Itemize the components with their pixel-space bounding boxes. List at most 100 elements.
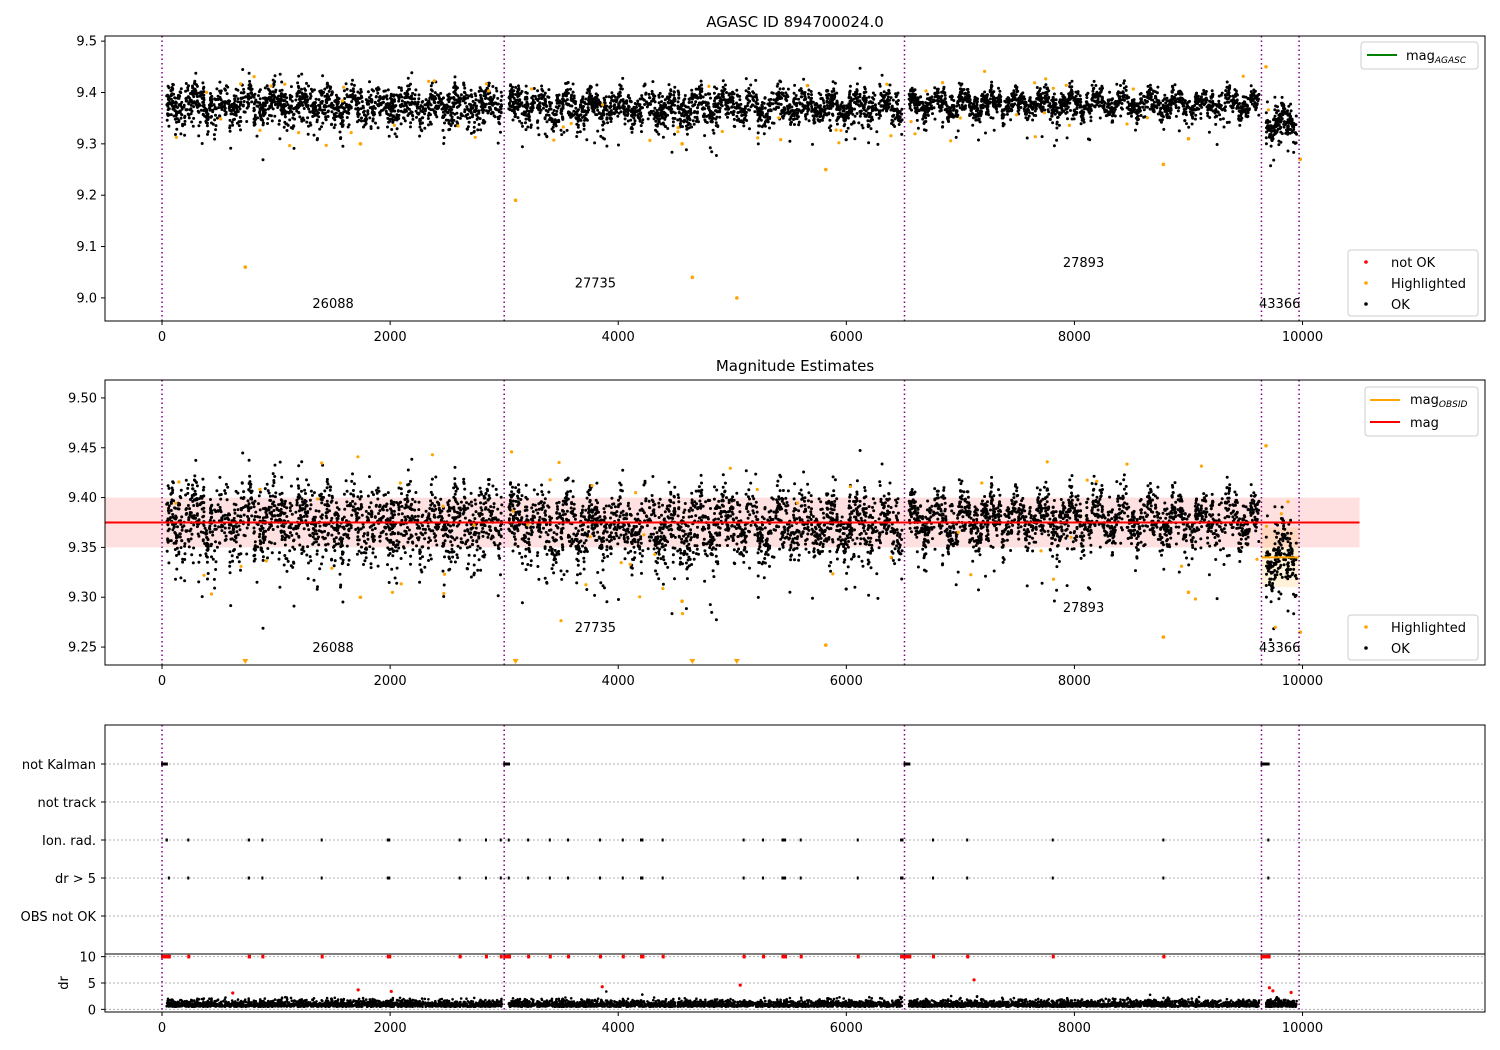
ok-point xyxy=(1031,118,1035,122)
ok-point xyxy=(467,120,471,124)
ok-point xyxy=(277,103,281,107)
ok-point xyxy=(193,82,197,86)
ok-point xyxy=(542,106,545,110)
ok-point xyxy=(385,112,389,115)
ok-point xyxy=(338,105,342,109)
ok-point xyxy=(776,93,780,97)
ok-point xyxy=(452,86,456,89)
ok-point xyxy=(214,128,218,132)
ok-point xyxy=(561,97,564,101)
ok-point xyxy=(1052,92,1056,96)
ok-point xyxy=(1051,96,1055,100)
ok-point xyxy=(896,91,900,95)
ok-point xyxy=(717,93,721,96)
ok-point xyxy=(693,110,697,113)
ok-point xyxy=(182,103,186,107)
ok-point xyxy=(780,91,784,95)
ok-point xyxy=(618,83,622,87)
ok-point xyxy=(226,85,230,89)
ok-point xyxy=(839,114,843,118)
ok-point xyxy=(933,99,936,103)
ok-point xyxy=(659,104,663,108)
ok-point xyxy=(191,124,195,128)
ok-point xyxy=(1174,114,1178,118)
ok-point xyxy=(1160,118,1164,122)
ok-point xyxy=(596,93,600,97)
ok-point xyxy=(263,86,267,90)
ok-point xyxy=(435,107,439,111)
ok-point xyxy=(210,94,214,98)
ok-point xyxy=(445,103,449,107)
ok-point xyxy=(896,109,900,113)
ok-point xyxy=(490,102,494,106)
ok-point xyxy=(857,121,861,125)
ok-point xyxy=(282,108,286,112)
ok-point xyxy=(337,97,341,101)
ok-point xyxy=(364,98,368,102)
ok-point xyxy=(852,120,856,124)
ok-point xyxy=(890,122,893,125)
ok-point xyxy=(399,104,402,107)
ok-point xyxy=(200,142,204,145)
ok-point xyxy=(718,109,722,113)
ok-point xyxy=(177,120,181,124)
ok-point xyxy=(1059,104,1063,108)
ok-point xyxy=(306,132,310,136)
ok-point xyxy=(345,116,349,119)
ok-point xyxy=(748,127,751,131)
ok-point xyxy=(465,105,469,109)
ok-point xyxy=(763,122,767,126)
ok-point xyxy=(640,130,643,134)
ok-point xyxy=(499,130,502,134)
ok-point xyxy=(633,106,637,110)
ok-point xyxy=(208,107,212,111)
ok-point xyxy=(547,95,551,99)
ok-point xyxy=(386,116,390,120)
ok-point xyxy=(520,145,524,149)
ok-point xyxy=(598,116,602,120)
ok-point xyxy=(321,111,325,115)
ok-point xyxy=(337,109,341,113)
ok-point xyxy=(571,90,575,94)
ok-point xyxy=(213,107,217,111)
ok-point xyxy=(762,101,766,105)
ok-point xyxy=(510,109,514,112)
ok-point xyxy=(536,89,540,93)
ok-point xyxy=(1164,101,1168,105)
ok-point xyxy=(463,86,467,90)
ok-point xyxy=(231,123,235,127)
ok-point xyxy=(286,103,290,107)
ok-point xyxy=(881,94,885,97)
ok-point xyxy=(621,98,625,102)
ok-point xyxy=(790,120,793,124)
ok-point xyxy=(800,91,804,95)
ok-point xyxy=(1199,112,1203,116)
ok-point xyxy=(708,116,712,120)
ok-point xyxy=(429,103,433,107)
ok-point xyxy=(670,111,673,115)
ok-point xyxy=(360,100,364,104)
ok-point xyxy=(538,111,542,115)
ok-point xyxy=(451,111,455,115)
ok-point xyxy=(544,113,548,117)
ok-point xyxy=(263,112,267,116)
ok-point xyxy=(452,103,456,107)
ok-point xyxy=(1208,116,1212,119)
ok-point xyxy=(760,125,764,129)
ok-point xyxy=(484,88,488,92)
ok-point xyxy=(654,119,658,123)
ok-point xyxy=(378,111,382,115)
ok-point xyxy=(1215,114,1219,118)
ok-point xyxy=(308,110,312,114)
ok-point xyxy=(420,116,424,120)
ok-point xyxy=(496,115,500,119)
ok-point xyxy=(724,112,728,116)
ok-point xyxy=(615,110,619,114)
ok-point xyxy=(656,112,659,116)
ok-point xyxy=(597,98,600,102)
ok-point xyxy=(380,96,384,100)
ok-point xyxy=(897,123,901,126)
ok-point xyxy=(723,83,727,87)
ok-point xyxy=(989,97,992,101)
ok-point xyxy=(370,105,374,109)
